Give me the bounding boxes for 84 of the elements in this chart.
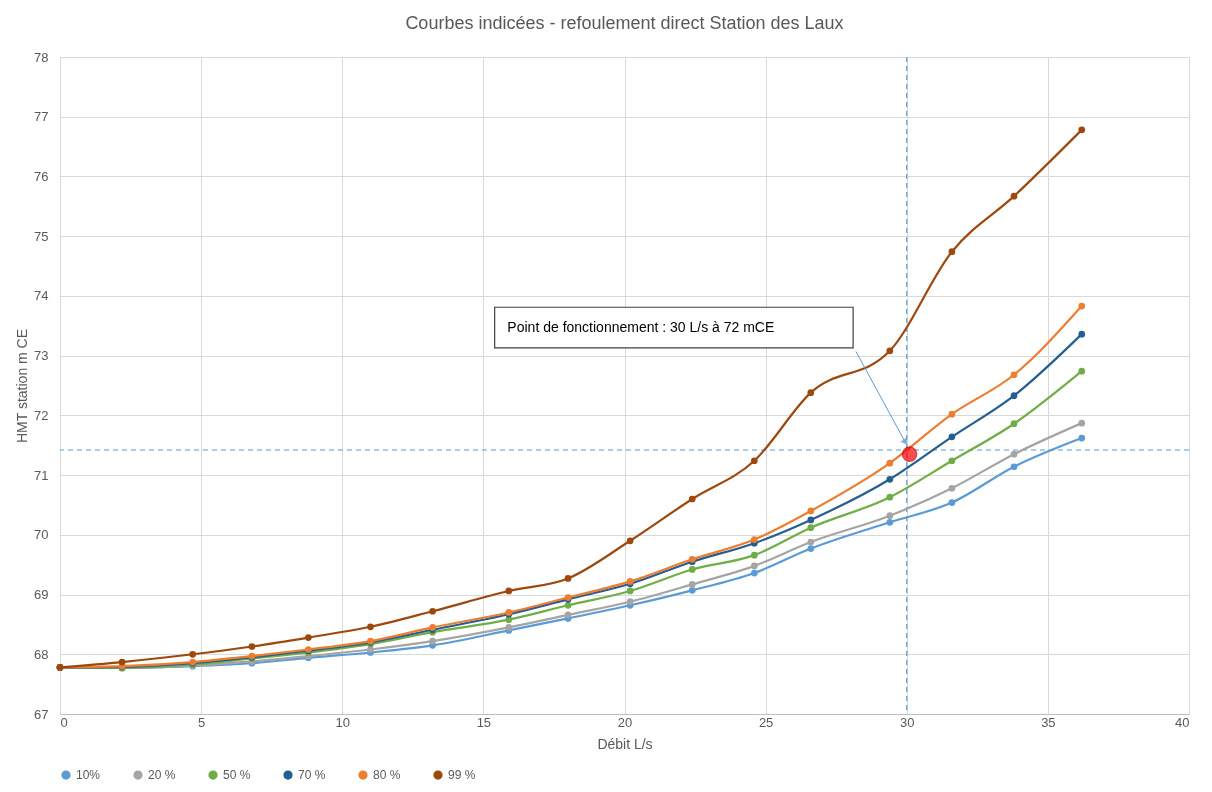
point [1010,450,1018,458]
point [1010,192,1018,200]
x-axis-title: Débit L/s [597,735,653,752]
point [901,446,918,462]
point [807,545,815,552]
point [1078,302,1086,310]
point [1078,330,1086,338]
x-tick-label: 20 [617,714,633,730]
x-tick-label: 40 [1175,714,1190,730]
legend-label: 10% [76,768,101,783]
point [807,507,815,515]
y-tick-label: 75 [34,228,49,244]
point [189,650,197,658]
point [948,499,956,506]
annotation: Point de fonctionnement : 30 L/s à 72 mCE [507,318,775,335]
point [807,524,815,531]
legend-label: 70 % [298,768,326,783]
point [1010,463,1018,471]
point [886,512,894,520]
point [626,587,634,595]
point [886,475,894,483]
point [750,569,758,577]
point [367,623,374,631]
x-tick-label: 5 [198,714,206,730]
point [807,516,815,524]
point [1010,420,1018,428]
point [886,518,894,526]
point [750,551,758,559]
y-tick-label: 72 [34,407,49,423]
point [750,536,758,543]
x-tick-label: 35 [1041,714,1056,730]
point [1010,392,1018,399]
point [886,493,894,501]
point [505,587,513,595]
point [688,581,696,588]
chart-title: Courbes indicées - refoulement direct Station des Laux [405,13,844,33]
point [1078,367,1086,375]
y-tick-label: 76 [34,168,49,184]
x-tick-label: 0 [60,714,68,730]
point [564,575,572,582]
legend-label: 50 % [223,768,251,783]
point [564,611,572,619]
point [807,389,815,397]
point [305,634,312,641]
point [948,433,956,441]
point [248,643,256,650]
point [1010,371,1018,379]
y-tick-label: 74 [34,288,49,304]
point [429,637,436,645]
point [948,484,956,492]
point [564,601,572,609]
legend-label: 20 % [148,768,176,783]
point [688,495,696,503]
point [1078,419,1086,427]
y-tick-label: 77 [34,109,49,125]
y-axis-title: HMT station m CE [14,328,31,444]
x-tick-label: 25 [758,714,774,730]
y-tick-label: 73 [34,348,49,364]
legend-label: 99 % [448,768,476,783]
point [750,457,758,465]
point [948,410,956,418]
point [429,607,436,615]
point [948,457,956,465]
point [688,587,696,594]
x-tick-label: 15 [476,714,492,730]
point [948,248,956,256]
y-tick-label: 78 [34,49,49,65]
point [886,459,894,467]
y-tick-label: 70 [34,527,49,543]
x-tick-label: 10 [335,714,350,730]
point [688,566,696,573]
point [886,347,894,355]
y-tick-label: 69 [34,587,49,603]
point [750,562,758,570]
legend-label: 80 % [373,768,401,783]
point [807,538,815,546]
y-tick-label: 67 [34,706,49,722]
y-tick-label: 71 [34,467,49,483]
y-tick-label: 68 [34,646,49,662]
x-tick-label: 30 [900,714,915,730]
point [118,658,126,666]
point [1078,434,1086,442]
point [1078,126,1086,134]
point [626,537,634,545]
